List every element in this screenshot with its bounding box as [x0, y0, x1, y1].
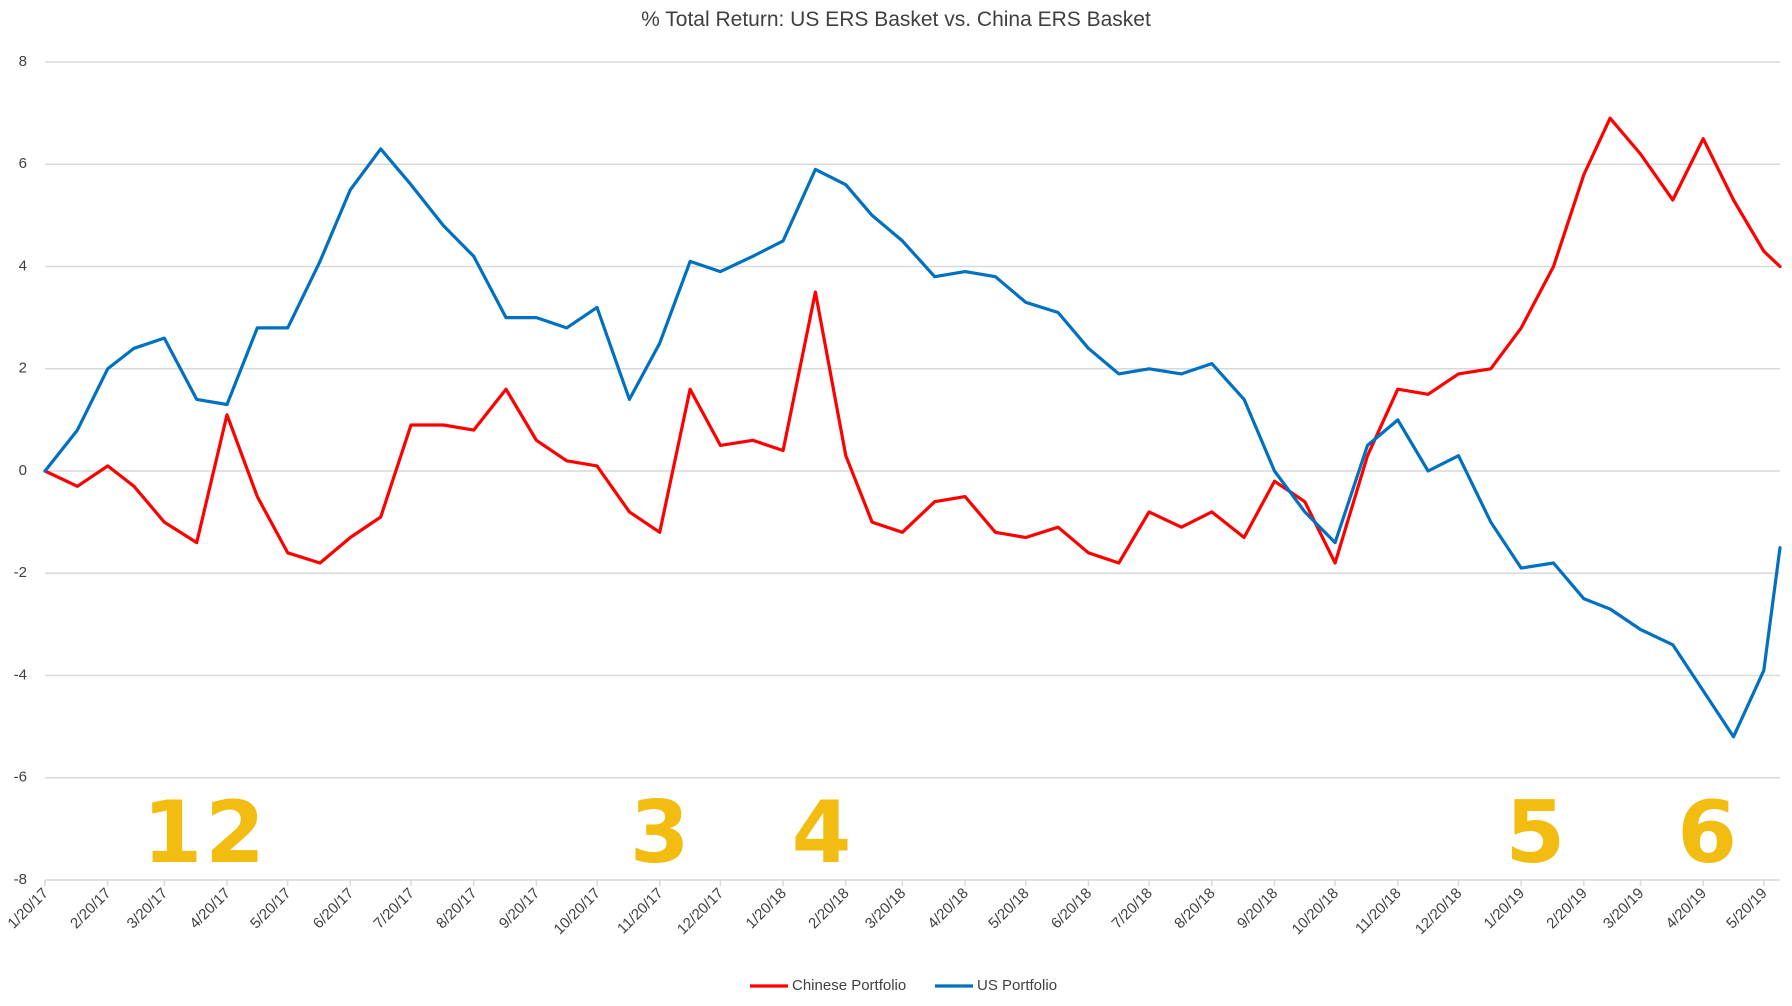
annotation-marker: 1 — [142, 783, 202, 883]
grid-layer — [45, 61, 1780, 881]
x-tick-label: 6/20/17 — [310, 885, 357, 932]
y-tick-label: 0 — [19, 462, 27, 479]
x-tick-label: 1/20/18 — [743, 885, 790, 932]
series-layer — [43, 116, 1782, 739]
legend-label: US Portfolio — [977, 977, 1057, 994]
x-tick-label: 4/20/19 — [1663, 885, 1710, 932]
x-tick-label: 4/20/17 — [186, 885, 233, 932]
series-line-us-portfolio — [43, 147, 1782, 739]
x-tick-label: 8/20/18 — [1171, 885, 1218, 932]
y-tick-label: -4 — [14, 666, 27, 683]
x-tick-label: 5/20/19 — [1723, 885, 1770, 932]
chart-title: % Total Return: US ERS Basket vs. China … — [641, 8, 1151, 31]
x-tick-label: 6/20/18 — [1048, 885, 1095, 932]
x-tick-label: 11/20/18 — [1352, 885, 1405, 938]
x-tick-label: 9/20/17 — [496, 885, 543, 932]
x-tick-label: 3/20/18 — [862, 885, 909, 932]
x-tick-label: 3/20/17 — [124, 885, 171, 932]
x-tick-label: 5/20/18 — [985, 885, 1032, 932]
legend-label: Chinese Portfolio — [792, 977, 906, 994]
y-tick-label: 8 — [19, 53, 27, 70]
x-tick-label: 4/20/18 — [924, 885, 971, 932]
annotation-marker: 5 — [1505, 783, 1565, 883]
y-tick-label: -2 — [14, 564, 27, 581]
annotation-marker: 3 — [630, 783, 690, 883]
legend: Chinese Portfolio US Portfolio — [750, 977, 1057, 994]
x-tick-label: 2/20/17 — [67, 885, 114, 932]
y-tick-label: -6 — [14, 769, 27, 786]
annotation-marker: 2 — [205, 783, 265, 883]
x-tick-label: 3/20/19 — [1600, 885, 1647, 932]
x-tick-label: 1/20/19 — [1481, 885, 1528, 932]
x-tick-label: 9/20/18 — [1234, 885, 1281, 932]
x-tick-label: 12/20/17 — [674, 885, 727, 938]
x-axis: 1/20/17 2/20/17 3/20/17 4/20/17 5/20/17 6/20/… — [4, 880, 1771, 938]
x-tick-label: 10/20/18 — [1289, 885, 1342, 938]
y-axis: 8 6 4 2 0 -2 -4 -6 -8 — [14, 53, 27, 888]
y-tick-label: -8 — [14, 871, 27, 888]
x-tick-label: 5/20/17 — [247, 885, 294, 932]
x-tick-label: 2/20/19 — [1543, 885, 1590, 932]
series-line-chinese-portfolio — [43, 116, 1782, 565]
y-tick-label: 4 — [19, 257, 27, 274]
x-tick-label: 1/20/17 — [4, 885, 51, 932]
x-tick-label: 7/20/18 — [1109, 885, 1156, 932]
x-tick-label: 7/20/17 — [370, 885, 417, 932]
x-tick-label: 2/20/18 — [805, 885, 852, 932]
annotation-marker: 6 — [1677, 783, 1737, 883]
y-tick-label: 2 — [19, 360, 27, 377]
x-tick-label: 11/20/17 — [614, 885, 667, 938]
x-tick-label: 10/20/17 — [551, 885, 604, 938]
y-tick-label: 6 — [19, 155, 27, 172]
annotation-marker: 4 — [792, 783, 852, 883]
x-tick-label: 8/20/17 — [433, 885, 480, 932]
x-tick-label: 12/20/18 — [1412, 885, 1465, 938]
